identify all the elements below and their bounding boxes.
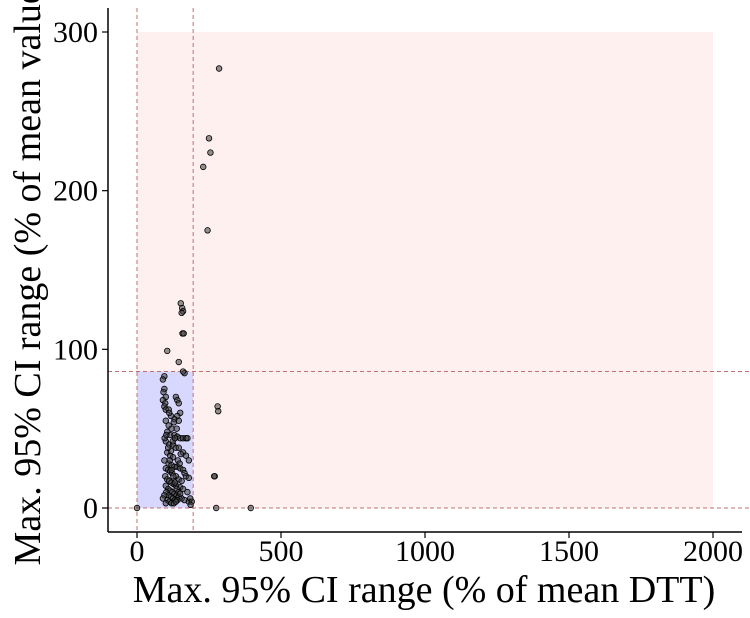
data-point (177, 450, 184, 458)
region-outer (137, 32, 713, 508)
data-point (159, 376, 167, 383)
data-point (168, 466, 175, 474)
data-point (166, 457, 174, 464)
data-point (171, 479, 179, 486)
data-point (171, 434, 179, 442)
data-point (163, 431, 170, 439)
y-tick-label: 200 (53, 175, 98, 208)
data-point (162, 417, 169, 424)
data-point (180, 330, 187, 337)
data-point (179, 368, 187, 375)
data-point (175, 400, 182, 407)
data-point (212, 504, 220, 512)
x-tick-label: 500 (259, 535, 304, 568)
data-point (164, 347, 171, 355)
data-point (187, 501, 194, 509)
data-point (170, 473, 177, 480)
y-ticks: 0 100 200 300 (53, 16, 108, 525)
data-point (179, 485, 187, 493)
x-tick-label: 2000 (683, 535, 743, 568)
data-point (200, 163, 207, 171)
y-tick-label: 0 (83, 492, 98, 525)
data-point (175, 444, 182, 451)
data-point (184, 434, 191, 442)
data-point (133, 504, 141, 512)
data-point (204, 227, 211, 234)
x-axis-title: Max. 95% CI range (% of mean DTT) (133, 569, 715, 611)
y-axis-title: Max. 95% CI range (% of mean value) (7, 0, 49, 565)
x-tick-label: 0 (130, 535, 145, 568)
shaded-regions (137, 32, 713, 508)
data-point (173, 425, 180, 432)
data-points (133, 65, 254, 512)
data-point (164, 444, 172, 451)
data-point (207, 149, 214, 156)
data-point (210, 473, 218, 480)
data-point (178, 477, 185, 485)
data-point (205, 135, 213, 142)
x-tick-label: 1000 (395, 535, 455, 568)
y-tick-label: 300 (53, 16, 98, 49)
data-point (215, 65, 223, 72)
data-point (178, 309, 185, 317)
x-tick-label: 1500 (539, 535, 599, 568)
data-point (166, 409, 173, 416)
data-point (247, 504, 254, 512)
data-point (176, 460, 183, 467)
y-tick-label: 100 (53, 333, 98, 366)
data-point (184, 488, 191, 496)
data-point (176, 490, 184, 497)
data-point (175, 358, 182, 366)
data-point (215, 408, 222, 415)
data-point (185, 474, 193, 482)
data-point (172, 498, 180, 505)
data-point (170, 419, 178, 426)
data-point (185, 457, 193, 464)
x-ticks: 0 500 1000 1500 2000 (130, 532, 743, 568)
data-point (162, 500, 169, 507)
